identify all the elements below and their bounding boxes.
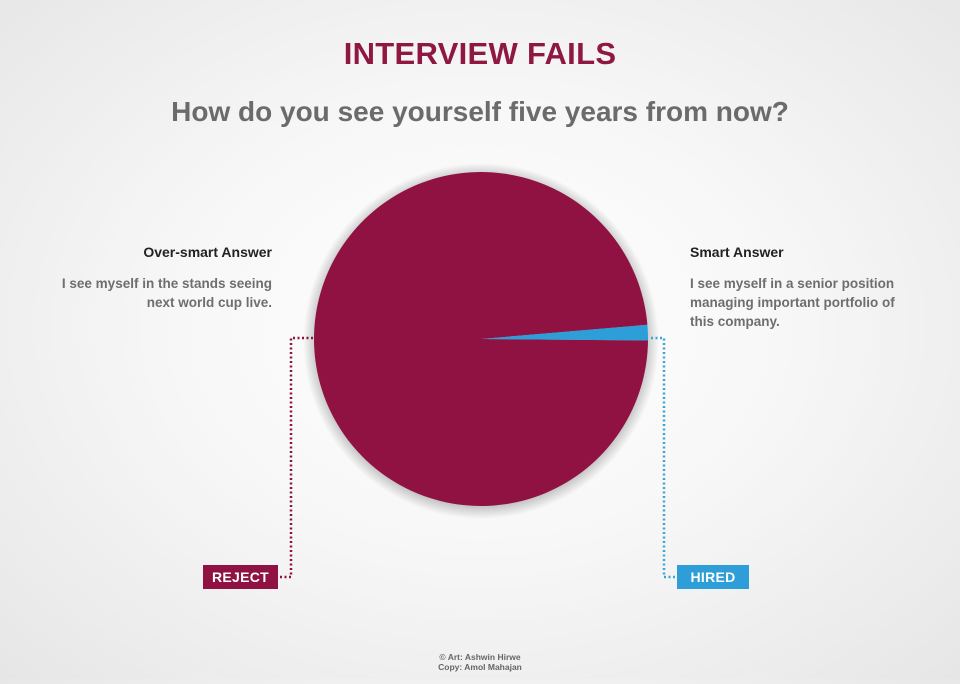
pie-slice-over-smart-answer <box>314 172 648 507</box>
credits: © Art: Ashwin Hirwe Copy: Amol Mahajan <box>0 652 960 672</box>
over-smart-answer-heading: Over-smart Answer <box>143 244 272 260</box>
smart-answer-block: Smart Answer I see myself in a senior po… <box>690 244 950 331</box>
smart-line-3: this company. <box>690 314 780 329</box>
over-smart-line-2: next world cup live. <box>146 295 272 310</box>
credit-copy: Copy: Amol Mahajan <box>438 662 522 672</box>
reject-connector <box>278 336 313 579</box>
hired-connector <box>651 336 676 579</box>
credit-art: © Art: Ashwin Hirwe <box>439 652 521 662</box>
over-smart-line-1: I see myself in the stands seeing <box>61 276 272 291</box>
reject-badge: REJECT <box>203 565 278 589</box>
smart-line-2: managing important portfolio of <box>690 295 895 310</box>
smart-line-1: I see myself in a senior position <box>690 276 895 291</box>
hired-badge: HIRED <box>677 565 749 589</box>
page-subtitle: How do you see yourself five years from … <box>171 96 789 127</box>
smart-answer-text: I see myself in a senior position managi… <box>690 274 950 331</box>
pie-slices <box>314 172 648 507</box>
over-smart-answer-block: Over-smart Answer I see myself in the st… <box>0 244 272 312</box>
pie-slice-smart-answer <box>481 324 648 341</box>
smart-answer-heading: Smart Answer <box>690 244 784 260</box>
over-smart-answer-text: I see myself in the stands seeing next w… <box>0 274 272 312</box>
page-title: INTERVIEW FAILS <box>343 36 617 71</box>
